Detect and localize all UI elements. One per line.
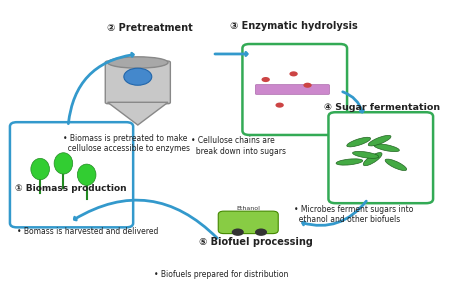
Text: • Cellulose chains are
  break down into sugars: • Cellulose chains are break down into s…: [191, 136, 286, 156]
Polygon shape: [108, 102, 168, 125]
Text: ② Pretreatment: ② Pretreatment: [107, 23, 192, 33]
Text: Ethanol: Ethanol: [237, 206, 260, 211]
Ellipse shape: [347, 137, 371, 147]
FancyBboxPatch shape: [255, 85, 329, 94]
Circle shape: [262, 77, 270, 82]
Ellipse shape: [336, 159, 363, 165]
Ellipse shape: [374, 144, 400, 152]
Text: • Microbes ferment sugars into
  ethanol and other biofuels: • Microbes ferment sugars into ethanol a…: [293, 205, 413, 224]
Text: ⑤ Biofuel processing: ⑤ Biofuel processing: [200, 236, 313, 247]
Ellipse shape: [353, 151, 379, 158]
Text: ③ Enzymatic hydrolysis: ③ Enzymatic hydrolysis: [230, 21, 357, 30]
Ellipse shape: [108, 57, 168, 68]
Text: ④ Sugar fermentation: ④ Sugar fermentation: [324, 104, 440, 113]
Ellipse shape: [54, 153, 73, 174]
Circle shape: [303, 83, 312, 88]
Text: • Bomass is harvested and delivered: • Bomass is harvested and delivered: [17, 227, 158, 236]
Circle shape: [232, 228, 244, 236]
Text: • Biomass is pretreated to make
  cellulose accessible to enzymes: • Biomass is pretreated to make cellulos…: [64, 133, 191, 153]
Ellipse shape: [363, 153, 382, 166]
Ellipse shape: [77, 164, 96, 185]
Circle shape: [255, 228, 267, 236]
Ellipse shape: [31, 158, 49, 180]
FancyBboxPatch shape: [242, 44, 347, 135]
FancyBboxPatch shape: [218, 211, 278, 234]
Text: ① Biomass production: ① Biomass production: [15, 185, 126, 193]
Circle shape: [290, 71, 298, 76]
Circle shape: [275, 102, 284, 108]
Text: • Biofuels prepared for distribution: • Biofuels prepared for distribution: [154, 270, 289, 279]
Circle shape: [124, 68, 152, 85]
Ellipse shape: [368, 135, 391, 146]
FancyBboxPatch shape: [10, 122, 133, 227]
FancyBboxPatch shape: [328, 112, 433, 203]
Ellipse shape: [385, 159, 407, 170]
FancyBboxPatch shape: [105, 61, 170, 104]
